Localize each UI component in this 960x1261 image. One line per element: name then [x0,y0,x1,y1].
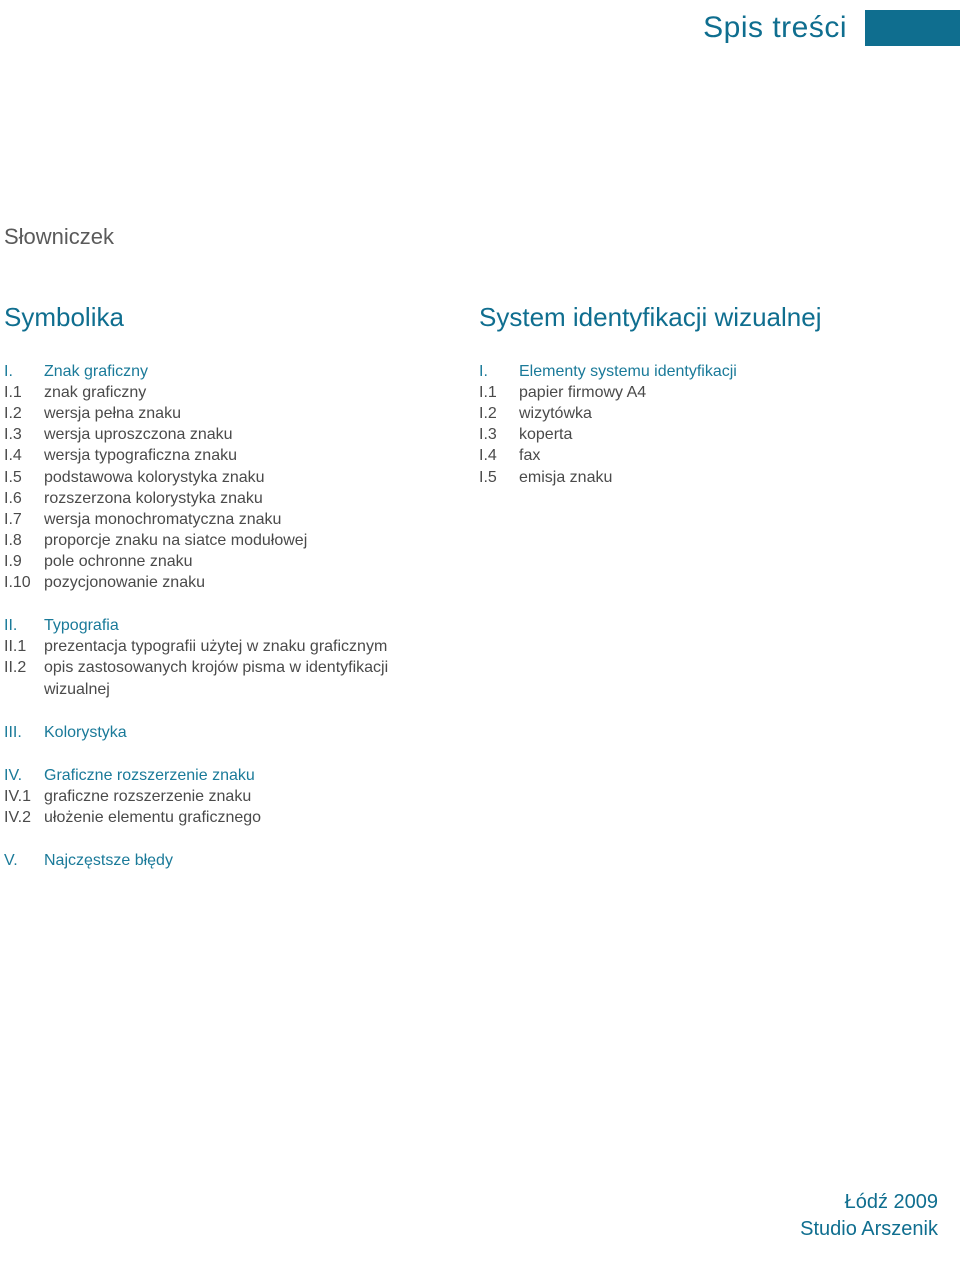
section-heading: I.Elementy systemu identyfikacji [479,361,950,382]
toc-item-text: opis zastosowanych krojów pisma w identy… [44,657,479,699]
section-heading: III.Kolorystyka [4,722,479,743]
section-heading: II.Typografia [4,615,479,636]
section-heading-number: I. [479,361,519,382]
section-heading-text: Znak graficzny [44,361,479,382]
toc-item: IV.2ułożenie elementu graficznego [4,807,479,828]
toc-item: I.9pole ochronne znaku [4,551,479,572]
toc-item-text: ułożenie elementu graficznego [44,807,479,828]
toc-item-number: I.4 [479,445,519,466]
toc-item-number: I.10 [4,572,44,593]
toc-item: I.4wersja typograficzna znaku [4,445,479,466]
toc-item-text: papier firmowy A4 [519,382,950,403]
toc-item: I.8proporcje znaku na siatce modułowej [4,530,479,551]
toc-item-text: znak graficzny [44,382,479,403]
toc-item-number: II.2 [4,657,44,678]
toc-item: I.3koperta [479,424,950,445]
toc-item-number: I.3 [4,424,44,445]
page-header: Spis treści [703,10,960,46]
toc-item-number: I.8 [4,530,44,551]
section-heading-text: Najczęstsze błędy [44,850,479,871]
toc-item-number: I.7 [4,509,44,530]
section-heading-text: Graficzne rozszerzenie znaku [44,765,479,786]
toc-section: III.Kolorystyka [4,722,479,743]
header-accent-block [865,10,960,46]
footer-line-1: Łódź 2009 [800,1189,938,1216]
toc-item-number: II.1 [4,636,44,657]
section-heading: I.Znak graficzny [4,361,479,382]
header-title: Spis treści [703,11,847,45]
glossary-heading: Słowniczek [4,224,114,250]
toc-item: I.1papier firmowy A4 [479,382,950,403]
toc-item-number: I.2 [4,403,44,424]
section-heading-number: IV. [4,765,44,786]
toc-item-number: I.4 [4,445,44,466]
toc-item: II.2opis zastosowanych krojów pisma w id… [4,657,479,699]
toc-item-text: proporcje znaku na siatce modułowej [44,530,479,551]
toc-item-number: I.5 [479,467,519,488]
toc-item-text: pozycjonowanie znaku [44,572,479,593]
toc-item: I.2wizytówka [479,403,950,424]
toc-item-text: fax [519,445,950,466]
toc-item-text: prezentacja typografii użytej w znaku gr… [44,636,479,657]
toc-item-text: wersja typograficzna znaku [44,445,479,466]
toc-item: I.4fax [479,445,950,466]
section-heading-number: V. [4,850,44,871]
toc-item: I.10pozycjonowanie znaku [4,572,479,593]
toc-item-text: rozszerzona kolorystyka znaku [44,488,479,509]
toc-section: I.Elementy systemu identyfikacjiI.1papie… [479,361,950,488]
toc-item-number: I.6 [4,488,44,509]
section-heading-text: Kolorystyka [44,722,479,743]
toc-item-number: I.9 [4,551,44,572]
section-heading-number: II. [4,615,44,636]
toc-item-text: emisja znaku [519,467,950,488]
toc-section: IV.Graficzne rozszerzenie znakuIV.1grafi… [4,765,479,828]
toc-item-text: podstawowa kolorystyka znaku [44,467,479,488]
section-heading: IV.Graficzne rozszerzenie znaku [4,765,479,786]
toc-item-text: wersja pełna znaku [44,403,479,424]
right-column-title: System identyfikacji wizualnej [479,302,950,333]
right-sections: I.Elementy systemu identyfikacjiI.1papie… [479,361,950,488]
toc-item-text: koperta [519,424,950,445]
left-column: Symbolika I.Znak graficznyI.1znak grafic… [4,302,479,893]
toc-item-number: IV.1 [4,786,44,807]
toc-item-number: I.3 [479,424,519,445]
toc-section: II.TypografiaII.1prezentacja typografii … [4,615,479,699]
section-heading: V.Najczęstsze błędy [4,850,479,871]
toc-item-text: pole ochronne znaku [44,551,479,572]
section-heading-number: III. [4,722,44,743]
toc-item-text: wersja monochromatyczna znaku [44,509,479,530]
footer-line-2: Studio Arszenik [800,1216,938,1243]
toc-section: I.Znak graficznyI.1znak graficznyI.2wers… [4,361,479,593]
toc-item-number: I.2 [479,403,519,424]
section-heading-text: Elementy systemu identyfikacji [519,361,950,382]
section-heading-text: Typografia [44,615,479,636]
toc-item: I.2wersja pełna znaku [4,403,479,424]
right-column: System identyfikacji wizualnej I.Element… [479,302,950,893]
toc-item-number: I.1 [4,382,44,403]
left-sections: I.Znak graficznyI.1znak graficznyI.2wers… [4,361,479,871]
toc-item: I.3wersja uproszczona znaku [4,424,479,445]
toc-item: I.6rozszerzona kolorystyka znaku [4,488,479,509]
toc-item: I.5emisja znaku [479,467,950,488]
toc-item-text: wizytówka [519,403,950,424]
toc-item: I.7wersja monochromatyczna znaku [4,509,479,530]
toc-item: I.5podstawowa kolorystyka znaku [4,467,479,488]
page-footer: Łódź 2009 Studio Arszenik [800,1189,938,1243]
toc-item: IV.1graficzne rozszerzenie znaku [4,786,479,807]
toc-item: I.1znak graficzny [4,382,479,403]
toc-item-text: graficzne rozszerzenie znaku [44,786,479,807]
toc-item-number: I.1 [479,382,519,403]
toc-item-number: IV.2 [4,807,44,828]
toc-section: V.Najczęstsze błędy [4,850,479,871]
left-column-title: Symbolika [4,302,479,333]
section-heading-number: I. [4,361,44,382]
toc-item-text: wersja uproszczona znaku [44,424,479,445]
toc-columns: Symbolika I.Znak graficznyI.1znak grafic… [4,302,950,893]
toc-item: II.1prezentacja typografii użytej w znak… [4,636,479,657]
toc-item-number: I.5 [4,467,44,488]
